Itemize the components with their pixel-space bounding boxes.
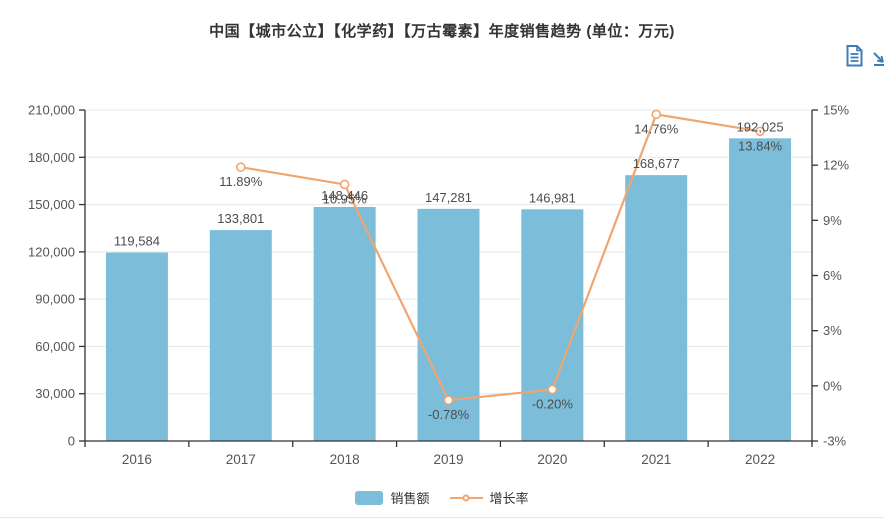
y-left-tick-label-7: 210,000 [28, 103, 75, 118]
legend-label-growth: 增长率 [489, 491, 529, 506]
y-left-tick-label-5: 150,000 [28, 197, 75, 212]
y-right-tick-label-1: 0% [823, 378, 842, 393]
bar-2016[interactable] [105, 252, 168, 441]
growth-point-2022[interactable] [755, 126, 765, 137]
bar-2022[interactable] [729, 138, 792, 441]
growth-line [240, 113, 761, 402]
x-label-2021: 2021 [641, 452, 671, 467]
x-label-2019: 2019 [433, 452, 463, 467]
bar-2019[interactable] [417, 208, 480, 441]
bar-2021[interactable] [625, 175, 688, 441]
bar-label-2022: 192,025 [737, 119, 784, 134]
y-left-tick-label-4: 120,000 [28, 244, 75, 259]
bar-label-2016: 119,584 [114, 234, 160, 249]
bar-label-2021: 168,677 [633, 156, 680, 171]
legend-item-sales[interactable]: 销售额 [355, 488, 430, 507]
save-image-icon[interactable] [873, 44, 884, 68]
bar-2020[interactable] [521, 209, 584, 441]
growth-point-2021[interactable] [651, 109, 662, 120]
legend-item-growth[interactable]: 增长率 [449, 488, 529, 507]
panel-divider [0, 517, 884, 518]
y-right-tick-label-5: 12% [823, 158, 849, 173]
bar-label-2020: 146,981 [529, 190, 576, 205]
y-left-tick-label-1: 30,000 [35, 386, 75, 401]
y-right-tick-label-6: 15% [823, 103, 849, 118]
growth-label-2018: 10.95% [323, 191, 368, 206]
growth-point-2020[interactable] [547, 384, 558, 395]
y-left-tick-label-2: 60,000 [35, 339, 75, 354]
growth-label-2017: 11.89% [219, 174, 263, 189]
x-label-2018: 2018 [330, 452, 360, 467]
growth-label-2020: -0.20% [532, 397, 574, 412]
x-label-2022: 2022 [745, 452, 775, 467]
y-right-tick-label-2: 3% [823, 323, 842, 338]
toolbox [845, 44, 884, 68]
line-series-swatch [449, 491, 483, 504]
bar-series-swatch [355, 490, 384, 505]
legend-label-sales: 销售额 [390, 491, 430, 506]
y-right-tick-label-3: 6% [823, 268, 842, 283]
growth-point-2018[interactable] [339, 179, 350, 190]
growth-label-2019: -0.78% [428, 407, 470, 422]
bar-2018[interactable] [313, 207, 376, 441]
y-left-tick-label-3: 90,000 [35, 292, 75, 307]
y-right-tick-label-4: 9% [823, 213, 842, 228]
x-label-2016: 2016 [122, 452, 152, 467]
bar-label-2018: 148,446 [321, 188, 368, 203]
y-left-tick-label-0: 0 [68, 434, 75, 449]
data-view-icon[interactable] [845, 44, 864, 68]
bar-label-2017: 133,801 [217, 211, 264, 226]
bar-2017[interactable] [209, 230, 272, 441]
growth-label-2022: 13.84% [738, 138, 783, 153]
growth-point-2017[interactable] [235, 162, 246, 172]
legend: 销售额 增长率 [0, 488, 884, 507]
chart-title: 中国【城市公立】【化学药】【万古霉素】年度销售趋势 (单位：万元) [209, 23, 675, 40]
bar-label-2019: 147,281 [425, 190, 472, 205]
x-label-2020: 2020 [537, 452, 567, 467]
growth-label-2021: 14.76% [634, 121, 679, 136]
y-left-tick-label-6: 180,000 [28, 150, 75, 165]
x-label-2017: 2017 [226, 452, 256, 467]
growth-point-2019[interactable] [443, 395, 454, 405]
y-right-tick-label-0: -3% [823, 434, 847, 449]
